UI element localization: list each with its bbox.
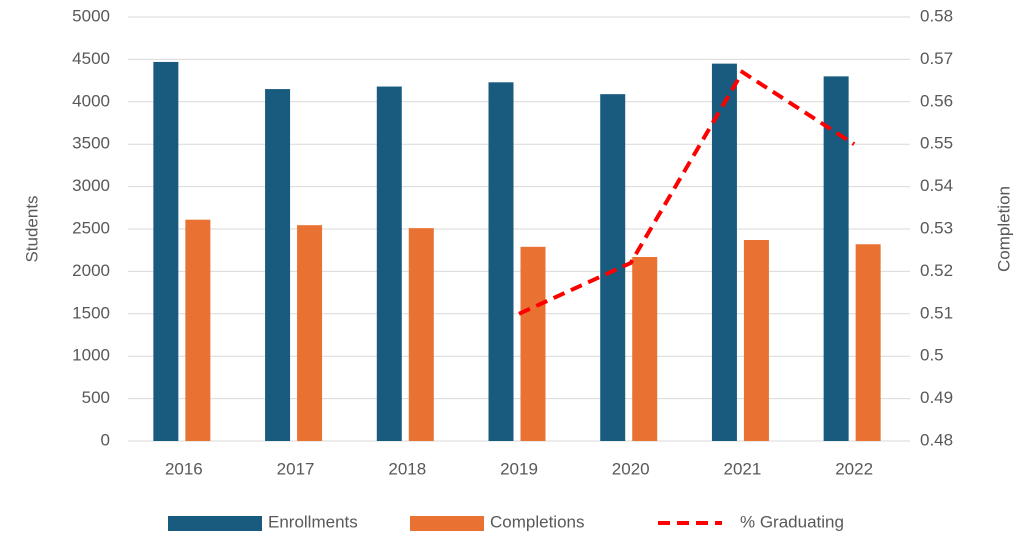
y-tick-label: 5000 [72, 6, 110, 25]
y-tick-label: 500 [82, 388, 110, 407]
y2-tick-label: 0.49 [920, 388, 953, 407]
y2-tick-label: 0.51 [920, 303, 953, 322]
y-tick-label: 3500 [72, 134, 110, 153]
x-tick-label: 2016 [165, 459, 203, 478]
y2-tick-label: 0.55 [920, 134, 953, 153]
y-tick-label: 2500 [72, 218, 110, 237]
y2-tick-label: 0.53 [920, 218, 953, 237]
y2-tick-label: 0.57 [920, 49, 953, 68]
bar [600, 94, 626, 441]
bar [488, 82, 514, 442]
y2-tick-label: 0.58 [920, 6, 953, 25]
legend-label: % Graduating [740, 512, 844, 531]
legend-label: Completions [490, 512, 585, 531]
legend-swatch [168, 516, 262, 531]
y-tick-label: 4000 [72, 91, 110, 110]
y-tick-label: 0 [101, 430, 110, 449]
legend-label: Enrollments [268, 512, 358, 531]
y-tick-label: 1500 [72, 303, 110, 322]
bar [185, 219, 211, 441]
bar [632, 256, 658, 441]
y-tick-label: 1000 [72, 346, 110, 365]
bar [297, 225, 323, 441]
x-tick-label: 2017 [277, 459, 315, 478]
x-tick-label: 2022 [835, 459, 873, 478]
bar [711, 63, 737, 441]
y2-tick-label: 0.54 [920, 176, 953, 195]
x-tick-label: 2020 [612, 459, 650, 478]
bar [376, 86, 402, 441]
bar [520, 246, 546, 441]
legend-swatch [410, 516, 484, 531]
line [518, 69, 856, 316]
bar [265, 89, 291, 441]
y2-tick-label: 0.48 [920, 430, 953, 449]
bar [153, 61, 179, 441]
x-tick-label: 2021 [724, 459, 762, 478]
bar [408, 228, 434, 441]
bar [855, 244, 881, 441]
x-tick-label: 2019 [500, 459, 538, 478]
y2-tick-label: 0.56 [920, 91, 953, 110]
x-tick-label: 2018 [388, 459, 426, 478]
y2-tick-label: 0.52 [920, 261, 953, 280]
bar [743, 240, 769, 441]
bar [823, 76, 849, 442]
y-tick-label: 4500 [72, 49, 110, 68]
y-tick-label: 3000 [72, 176, 110, 195]
y2-tick-label: 0.5 [920, 346, 944, 365]
y-tick-label: 2000 [72, 261, 110, 280]
y2-axis-title: Completion [994, 186, 1013, 272]
y-axis-title: Students [22, 195, 41, 262]
